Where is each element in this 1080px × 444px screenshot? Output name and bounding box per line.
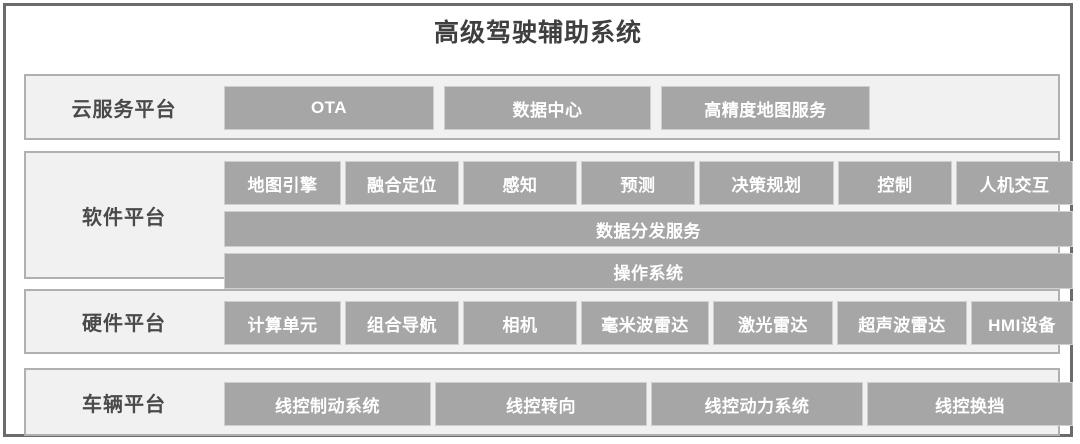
block-millimeter-wave-radar[interactable]: 毫米波雷达 [581, 301, 709, 345]
block-data-center[interactable]: 数据中心 [444, 86, 651, 130]
layer-label-software: 软件平台 [82, 206, 166, 229]
bar-operating-system[interactable]: 操作系统 [224, 253, 1073, 289]
block-perception[interactable]: 感知 [463, 161, 577, 205]
layer-row-cloud: 云服务平台 OTA 数据中心 高精度地图服务 [24, 74, 1060, 140]
diagram-frame: 高级驾驶辅助系统 云服务平台 OTA 数据中心 高精度地图服务 软件平台 地图引… [3, 3, 1073, 437]
block-ota[interactable]: OTA [224, 86, 434, 130]
block-compute-unit[interactable]: 计算单元 [224, 301, 341, 345]
block-map-engine[interactable]: 地图引擎 [224, 161, 341, 205]
blocks-area-cloud: OTA 数据中心 高精度地图服务 [222, 76, 1058, 138]
block-hmi-device[interactable]: HMI设备 [971, 301, 1073, 345]
layer-label-cloud: 云服务平台 [71, 98, 177, 121]
block-integrated-navigation[interactable]: 组合导航 [345, 301, 459, 345]
block-prediction[interactable]: 预测 [581, 161, 695, 205]
bar-data-distribution-service[interactable]: 数据分发服务 [224, 211, 1073, 247]
block-hd-map-service[interactable]: 高精度地图服务 [661, 86, 870, 130]
block-fusion-localization[interactable]: 融合定位 [345, 161, 459, 205]
blocks-area-hardware: 计算单元 组合导航 相机 毫米波雷达 激光雷达 超声波雷达 HMI设备 [222, 291, 1073, 352]
block-hmi[interactable]: 人机交互 [956, 161, 1073, 205]
block-ultrasonic-radar[interactable]: 超声波雷达 [837, 301, 967, 345]
page-title: 高级驾驶辅助系统 [433, 19, 642, 47]
blocks-area-software: 地图引擎 融合定位 感知 预测 决策规划 控制 人机交互 数据分发服务 操作系统 [222, 153, 1073, 289]
block-power-by-wire[interactable]: 线控动力系统 [651, 382, 863, 426]
block-control[interactable]: 控制 [838, 161, 952, 205]
layer-label-hardware: 硬件平台 [82, 313, 166, 335]
block-shift-by-wire[interactable]: 线控换挡 [867, 382, 1073, 426]
blocks-area-vehicle: 线控制动系统 线控转向 线控动力系统 线控换挡 [222, 370, 1073, 434]
block-camera[interactable]: 相机 [463, 301, 577, 345]
block-decision-planning[interactable]: 决策规划 [699, 161, 834, 205]
layer-row-vehicle: 车辆平台 线控制动系统 线控转向 线控动力系统 线控换挡 [24, 368, 1073, 436]
block-lidar[interactable]: 激光雷达 [713, 301, 833, 345]
layer-row-software: 软件平台 地图引擎 融合定位 感知 预测 决策规划 控制 人机交互 数据分发服务… [24, 151, 1073, 289]
layer-row-hardware: 硬件平台 计算单元 组合导航 相机 毫米波雷达 激光雷达 超声波雷达 HMI设备 [24, 289, 1073, 354]
block-brake-by-wire[interactable]: 线控制动系统 [224, 382, 431, 426]
layer-label-vehicle: 车辆平台 [82, 393, 166, 416]
block-steer-by-wire[interactable]: 线控转向 [435, 382, 647, 426]
